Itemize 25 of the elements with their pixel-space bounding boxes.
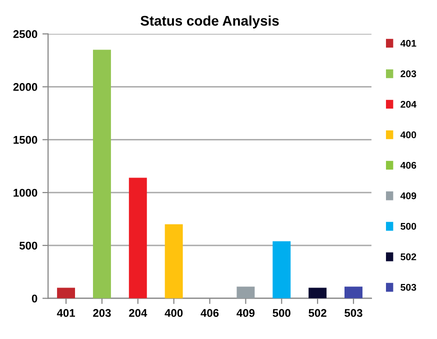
x-tick-label: 503 bbox=[344, 309, 362, 317]
x-tick-label: 400 bbox=[164, 309, 183, 317]
x-tick-label: 203 bbox=[93, 309, 111, 317]
y-tick-label: 1500 bbox=[14, 136, 38, 144]
y-tick-label: 2000 bbox=[13, 83, 38, 91]
legend-label: 500 bbox=[400, 222, 416, 230]
chart-title: Status code Analysis bbox=[140, 16, 279, 28]
legend-label: 401 bbox=[400, 40, 416, 47]
x-tick-label: 502 bbox=[308, 309, 326, 317]
x-tick-label: 406 bbox=[200, 309, 219, 317]
y-tick-label: 0 bbox=[32, 294, 38, 302]
y-tick-label: 500 bbox=[19, 242, 38, 250]
y-tick-label: 2500 bbox=[13, 30, 38, 38]
x-tick-label: 401 bbox=[56, 309, 75, 317]
x-tick-label: 204 bbox=[129, 309, 148, 317]
legend-label: 502 bbox=[400, 253, 416, 260]
legend-label: 503 bbox=[400, 284, 416, 291]
y-tick-label: 1000 bbox=[14, 188, 38, 197]
legend-label: 406 bbox=[400, 162, 416, 169]
legend-label: 400 bbox=[400, 131, 416, 138]
x-tick-label: 500 bbox=[272, 309, 290, 317]
legend-label: 409 bbox=[400, 192, 416, 200]
legend-label: 204 bbox=[400, 100, 416, 108]
x-tick-label: 409 bbox=[236, 309, 255, 317]
legend-label: 203 bbox=[400, 70, 416, 78]
